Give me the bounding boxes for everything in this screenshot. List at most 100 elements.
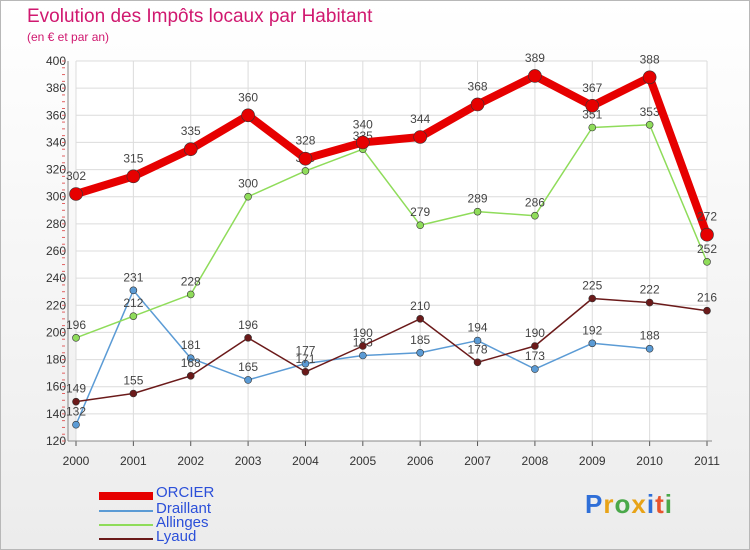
data-label-orcier: 340 — [353, 117, 373, 131]
data-point-allinges — [301, 167, 310, 175]
data-label-lyaud: 149 — [66, 382, 86, 396]
data-label-draillant: 185 — [410, 333, 430, 347]
series-line-allinges — [75, 124, 708, 339]
data-point-lyaud — [301, 367, 310, 376]
data-point-lyaud — [416, 315, 424, 323]
data-label-allinges: 351 — [582, 108, 602, 122]
data-point-draillant — [588, 339, 597, 348]
data-label-orcier: 389 — [525, 51, 545, 65]
data-point-orcier — [183, 142, 198, 157]
data-point-lyaud — [359, 342, 367, 350]
y-tick-label: 320 — [46, 163, 66, 177]
x-tick-label: 2000 — [63, 454, 90, 468]
data-label-orcier: 360 — [238, 90, 258, 104]
data-label-lyaud: 210 — [410, 299, 430, 313]
data-label-allinges: 252 — [697, 242, 717, 256]
data-label-orcier: 335 — [181, 124, 201, 138]
y-tick-label: 160 — [46, 380, 66, 394]
data-point-allinges — [129, 312, 138, 320]
x-tick-label: 2010 — [636, 454, 663, 468]
data-label-allinges: 212 — [123, 296, 143, 310]
x-tick-label: 2005 — [349, 454, 376, 468]
legend-swatch-orcier — [99, 492, 153, 500]
data-point-orcier — [470, 97, 485, 112]
legend-label-allinges: Allinges — [156, 514, 209, 531]
data-point-allinges — [244, 192, 252, 201]
data-point-orcier — [126, 169, 141, 184]
y-tick-label: 120 — [46, 434, 66, 448]
y-tick-label: 280 — [46, 217, 66, 231]
data-label-orcier: 367 — [582, 81, 602, 95]
data-label-draillant: 173 — [525, 349, 545, 363]
x-tick-label: 2007 — [464, 454, 491, 468]
data-label-allinges: 196 — [66, 318, 86, 332]
data-label-orcier: 328 — [295, 134, 315, 148]
data-point-lyaud — [645, 298, 654, 307]
data-label-allinges: 228 — [181, 274, 201, 288]
data-point-lyaud — [588, 294, 597, 303]
data-label-orcier: 388 — [640, 52, 660, 66]
data-point-allinges — [72, 334, 80, 342]
data-label-lyaud: 225 — [582, 279, 602, 293]
data-label-orcier: 368 — [468, 79, 488, 93]
x-tick-label: 2004 — [292, 454, 319, 468]
data-point-allinges — [531, 211, 539, 220]
data-point-orcier — [700, 227, 714, 242]
data-point-lyaud — [531, 342, 539, 350]
data-label-lyaud: 196 — [238, 318, 258, 332]
data-label-lyaud: 216 — [697, 291, 717, 305]
data-label-draillant: 192 — [582, 323, 602, 337]
x-tick-label: 2001 — [120, 454, 147, 468]
data-point-draillant — [531, 365, 539, 373]
data-point-draillant — [72, 420, 80, 429]
data-label-lyaud: 171 — [295, 352, 315, 366]
data-label-allinges: 289 — [468, 192, 488, 206]
x-tick-label: 2003 — [235, 454, 262, 468]
y-tick-label: 360 — [46, 108, 66, 122]
data-point-lyaud — [186, 372, 195, 380]
data-point-allinges — [186, 290, 195, 299]
data-point-allinges — [645, 120, 654, 129]
data-point-lyaud — [703, 306, 711, 315]
data-label-allinges: 279 — [410, 205, 430, 219]
y-tick-label: 260 — [46, 244, 66, 258]
data-point-orcier — [413, 130, 427, 144]
legend-swatch-allinges — [99, 524, 153, 526]
data-point-allinges — [416, 221, 424, 230]
data-label-draillant: 177 — [295, 344, 315, 358]
data-point-orcier — [642, 70, 657, 85]
data-label-allinges: 300 — [238, 177, 258, 191]
legend-label-draillant: Draillant — [156, 500, 212, 517]
data-label-lyaud: 168 — [181, 356, 201, 370]
data-point-draillant — [416, 348, 424, 357]
data-label-lyaud: 155 — [123, 374, 143, 388]
proxiti-logo: Proxiti — [585, 489, 673, 519]
y-tick-label: 180 — [46, 353, 66, 367]
series-line-orcier — [74, 71, 711, 237]
data-label-lyaud: 178 — [468, 342, 488, 356]
y-tick-label: 400 — [46, 54, 66, 68]
y-tick-label: 380 — [46, 81, 66, 95]
legend-swatch-draillant — [99, 510, 153, 512]
data-point-draillant — [473, 336, 482, 345]
data-point-draillant — [359, 351, 367, 360]
legend-swatch-lyaud — [99, 538, 153, 540]
x-tick-label: 2002 — [177, 454, 204, 468]
data-point-draillant — [244, 376, 252, 384]
chart-subtitle: (en € et par an) — [27, 30, 110, 44]
x-tick-label: 2008 — [522, 454, 549, 468]
data-point-orcier — [298, 151, 313, 166]
data-label-draillant: 165 — [238, 360, 258, 374]
data-point-lyaud — [129, 389, 138, 398]
data-point-lyaud — [473, 358, 482, 367]
data-point-orcier — [528, 69, 542, 83]
legend-label-lyaud: Lyaud — [156, 528, 197, 545]
data-point-orcier — [356, 135, 370, 150]
y-tick-label: 300 — [46, 190, 66, 204]
x-tick-label: 2009 — [579, 454, 606, 468]
data-point-draillant — [129, 286, 138, 295]
data-point-allinges — [588, 123, 597, 132]
series-line-lyaud — [75, 297, 708, 403]
